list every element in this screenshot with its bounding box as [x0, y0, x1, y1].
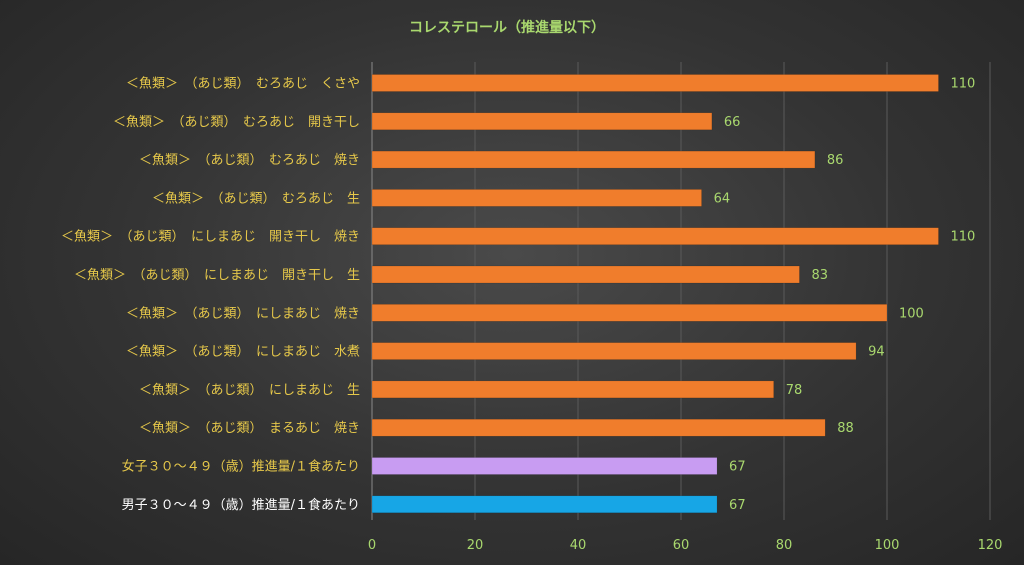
- data-label: 110: [951, 230, 976, 245]
- data-label: 94: [868, 345, 885, 360]
- x-tick-label: 80: [776, 538, 793, 553]
- category-label: 男子３０～４９（歳）推進量/１食あたり: [122, 497, 360, 513]
- data-label: 67: [729, 460, 746, 475]
- x-tick-label: 120: [978, 538, 1003, 553]
- category-labels: ＜魚類＞ （あじ類） むろあじ くさや ＜魚類＞ （あじ類） むろあじ 開き干し ＜…: [61, 77, 360, 513]
- data-label: 110: [951, 77, 976, 92]
- data-labels: 110 66 86 64 110 83 100 94 78 88 67 67: [714, 77, 976, 513]
- data-label: 100: [899, 306, 924, 321]
- data-label: 83: [811, 268, 828, 283]
- bars: [371, 74, 939, 514]
- category-label: ＜魚類＞ （あじ類） にしまあじ 生: [139, 383, 360, 398]
- data-label: 66: [724, 115, 741, 130]
- category-label: ＜魚類＞ （あじ類） むろあじ 開き干し: [113, 115, 360, 130]
- category-label: ＜魚類＞ （あじ類） むろあじ くさや: [126, 77, 360, 92]
- category-label: ＜魚類＞ （あじ類） まるあじ 焼き: [139, 421, 360, 436]
- data-label: 88: [837, 421, 854, 436]
- category-label: ＜魚類＞ （あじ類） むろあじ 焼き: [139, 153, 360, 168]
- bar: [371, 74, 939, 92]
- data-label: 78: [786, 383, 803, 398]
- category-label: ＜魚類＞ （あじ類） にしまあじ 開き干し 生: [74, 268, 360, 283]
- bar: [371, 265, 800, 284]
- x-tick-label: 20: [467, 538, 484, 553]
- x-tick-label: 100: [875, 538, 900, 553]
- bar: [371, 457, 718, 475]
- chart-title: コレステロール（推進量以下）: [409, 19, 605, 36]
- bar: [371, 112, 713, 131]
- bar: [371, 418, 826, 437]
- category-label: ＜魚類＞ （あじ類） にしまあじ 水煮: [126, 345, 360, 360]
- category-label: ＜魚類＞ （あじ類） にしまあじ 焼き: [126, 306, 360, 321]
- bar: [371, 227, 939, 245]
- category-label: ＜魚類＞ （あじ類） にしまあじ 開き干し 焼き: [61, 230, 360, 245]
- x-tick-label: 40: [570, 538, 587, 553]
- category-label: 女子３０～４９（歳）推進量/１食あたり: [122, 459, 360, 475]
- x-tick-label: 60: [673, 538, 690, 553]
- data-label: 67: [729, 498, 746, 513]
- data-label: 86: [827, 153, 844, 168]
- x-tick-label: 0: [368, 538, 376, 553]
- bar: [371, 150, 816, 169]
- bar: [371, 304, 888, 322]
- data-label: 64: [714, 191, 731, 206]
- bar: [371, 380, 774, 399]
- bar: [371, 189, 702, 207]
- bar: [371, 495, 718, 514]
- x-axis-tick-labels: 0 20 40 60 80 100 120: [368, 538, 1003, 553]
- gridlines: [371, 62, 991, 520]
- category-label: ＜魚類＞ （あじ類） むろあじ 生: [152, 191, 360, 206]
- bar: [371, 342, 857, 360]
